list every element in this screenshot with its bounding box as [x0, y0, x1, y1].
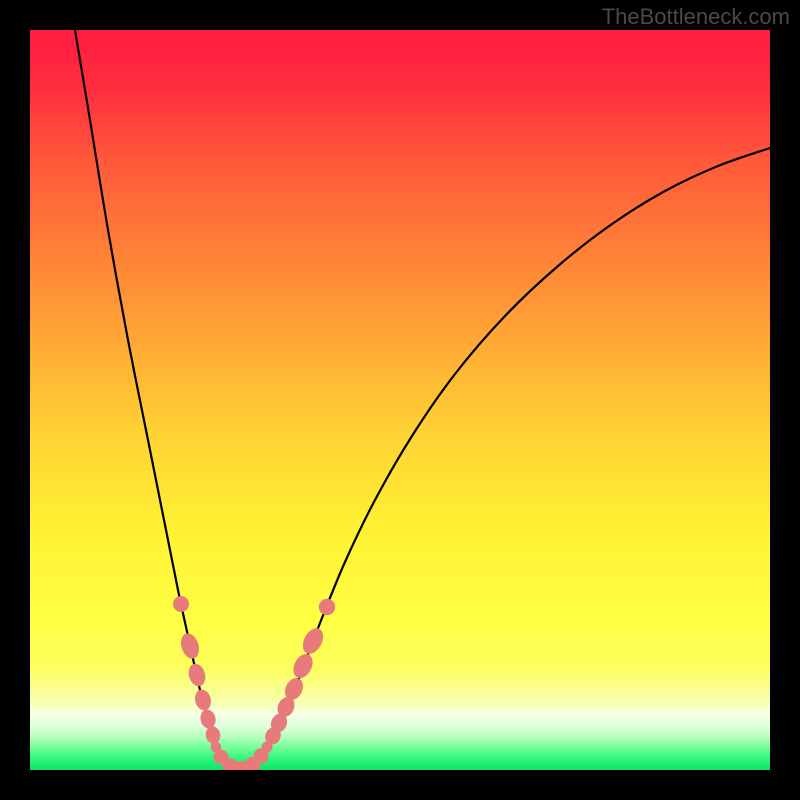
bottleneck-chart: TheBottleneck.com	[0, 0, 800, 800]
curve-marker	[173, 596, 189, 612]
curve-marker	[319, 599, 335, 615]
chart-svg	[0, 0, 800, 800]
watermark-text: TheBottleneck.com	[602, 4, 790, 30]
